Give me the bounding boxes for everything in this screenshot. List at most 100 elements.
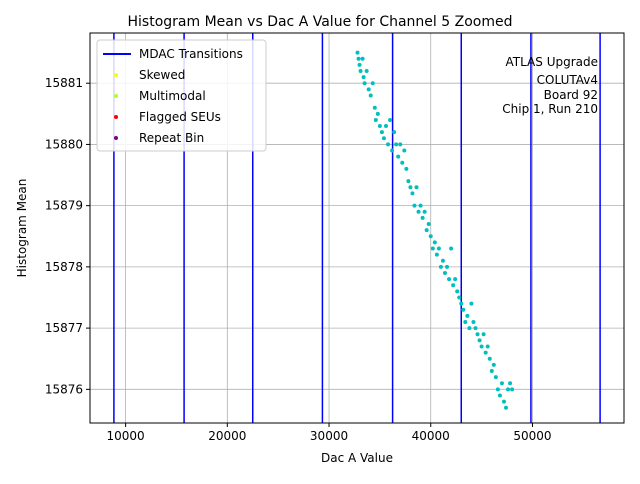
data-point xyxy=(501,399,506,404)
legend-dot-repeat-bin xyxy=(114,136,118,140)
data-point xyxy=(451,283,456,288)
data-point xyxy=(370,81,375,86)
data-point xyxy=(361,75,366,80)
data-point xyxy=(422,209,427,214)
data-point xyxy=(497,393,502,398)
annotation-line-4: Chip 1, Run 210 xyxy=(502,102,598,116)
data-point xyxy=(366,87,371,92)
data-point xyxy=(398,142,403,147)
data-point xyxy=(355,50,360,55)
data-point xyxy=(473,326,478,331)
data-point xyxy=(432,240,437,245)
data-point xyxy=(418,203,423,208)
data-point xyxy=(368,93,373,98)
y-axis-label: Histogram Mean xyxy=(15,179,29,278)
data-point xyxy=(467,326,472,331)
x-axis-label: Dac A Value xyxy=(321,451,393,465)
data-point xyxy=(416,209,421,214)
data-point xyxy=(377,124,382,129)
data-point xyxy=(459,301,464,306)
data-point xyxy=(410,191,415,196)
data-point xyxy=(483,350,488,355)
legend-dot-flagged-seus xyxy=(114,115,118,119)
annotation-line-2: COLUTAv4 xyxy=(537,73,598,87)
y-tick-label: 15880 xyxy=(45,137,83,151)
data-point xyxy=(469,301,474,306)
data-point xyxy=(372,105,377,110)
data-point xyxy=(491,362,496,367)
data-point xyxy=(358,68,363,73)
data-point xyxy=(394,142,399,147)
plot-frame xyxy=(89,32,625,424)
data-point xyxy=(471,319,476,324)
data-point xyxy=(485,344,490,349)
data-point xyxy=(457,295,462,300)
y-axis-ticks: 15876 15877 15878 15879 15880 15881 xyxy=(45,76,90,396)
data-point xyxy=(434,252,439,257)
data-point xyxy=(386,142,391,147)
data-point xyxy=(379,130,384,135)
legend: MDAC Transitions Skewed Multimodal Flagg… xyxy=(96,39,267,152)
annotation: ATLAS Upgrade COLUTAv4 Board 92 Chip 1, … xyxy=(502,55,598,116)
data-point xyxy=(463,319,468,324)
data-point xyxy=(408,185,413,190)
data-point xyxy=(487,356,492,361)
data-point xyxy=(506,387,511,392)
x-axis-ticks: 10000 20000 30000 40000 50000 xyxy=(107,423,552,443)
data-point xyxy=(461,307,466,312)
legend-box xyxy=(96,39,267,152)
data-point xyxy=(360,56,365,61)
data-point xyxy=(364,68,369,73)
data-point xyxy=(404,166,409,171)
x-tick-label: 10000 xyxy=(107,429,145,443)
data-point xyxy=(396,154,401,159)
data-point xyxy=(414,185,419,190)
y-tick-label: 15879 xyxy=(45,199,83,213)
data-point xyxy=(392,130,397,135)
legend-dot-skewed xyxy=(114,73,118,77)
data-point xyxy=(504,405,509,410)
data-point xyxy=(400,160,405,165)
data-points xyxy=(355,50,515,410)
legend-label-repeat-bin: Repeat Bin xyxy=(139,131,204,145)
x-tick-label: 40000 xyxy=(412,429,450,443)
annotation-line-3: Board 92 xyxy=(544,88,598,102)
data-point xyxy=(508,381,513,386)
y-tick-label: 15876 xyxy=(45,382,83,396)
legend-label-skewed: Skewed xyxy=(139,68,185,82)
legend-label-flagged-seus: Flagged SEUs xyxy=(139,110,221,124)
legend-label-mdac: MDAC Transitions xyxy=(139,47,243,61)
data-point xyxy=(453,277,458,282)
data-point xyxy=(447,277,452,282)
data-point xyxy=(510,387,515,392)
data-point xyxy=(406,179,411,184)
data-point xyxy=(465,313,470,318)
data-point xyxy=(373,117,378,122)
data-point xyxy=(390,148,395,153)
data-point xyxy=(499,381,504,386)
data-point xyxy=(455,289,460,294)
data-point xyxy=(381,136,386,141)
data-point xyxy=(449,246,454,251)
data-point xyxy=(489,368,494,373)
data-point xyxy=(375,111,380,116)
chart-title: Histogram Mean vs Dac A Value for Channe… xyxy=(128,14,513,30)
data-point xyxy=(428,234,433,239)
data-point xyxy=(445,264,450,269)
y-tick-label: 15878 xyxy=(45,260,83,274)
annotation-line-1: ATLAS Upgrade xyxy=(505,55,598,69)
y-tick-label: 15881 xyxy=(45,76,83,90)
x-tick-label: 30000 xyxy=(310,429,348,443)
data-point xyxy=(479,344,484,349)
data-point xyxy=(493,375,498,380)
data-point xyxy=(424,228,429,233)
data-point xyxy=(436,246,441,251)
data-point xyxy=(440,258,445,263)
data-point xyxy=(475,332,480,337)
x-tick-label: 50000 xyxy=(513,429,551,443)
data-point xyxy=(357,62,362,67)
data-point xyxy=(420,215,425,220)
data-point xyxy=(495,387,500,392)
